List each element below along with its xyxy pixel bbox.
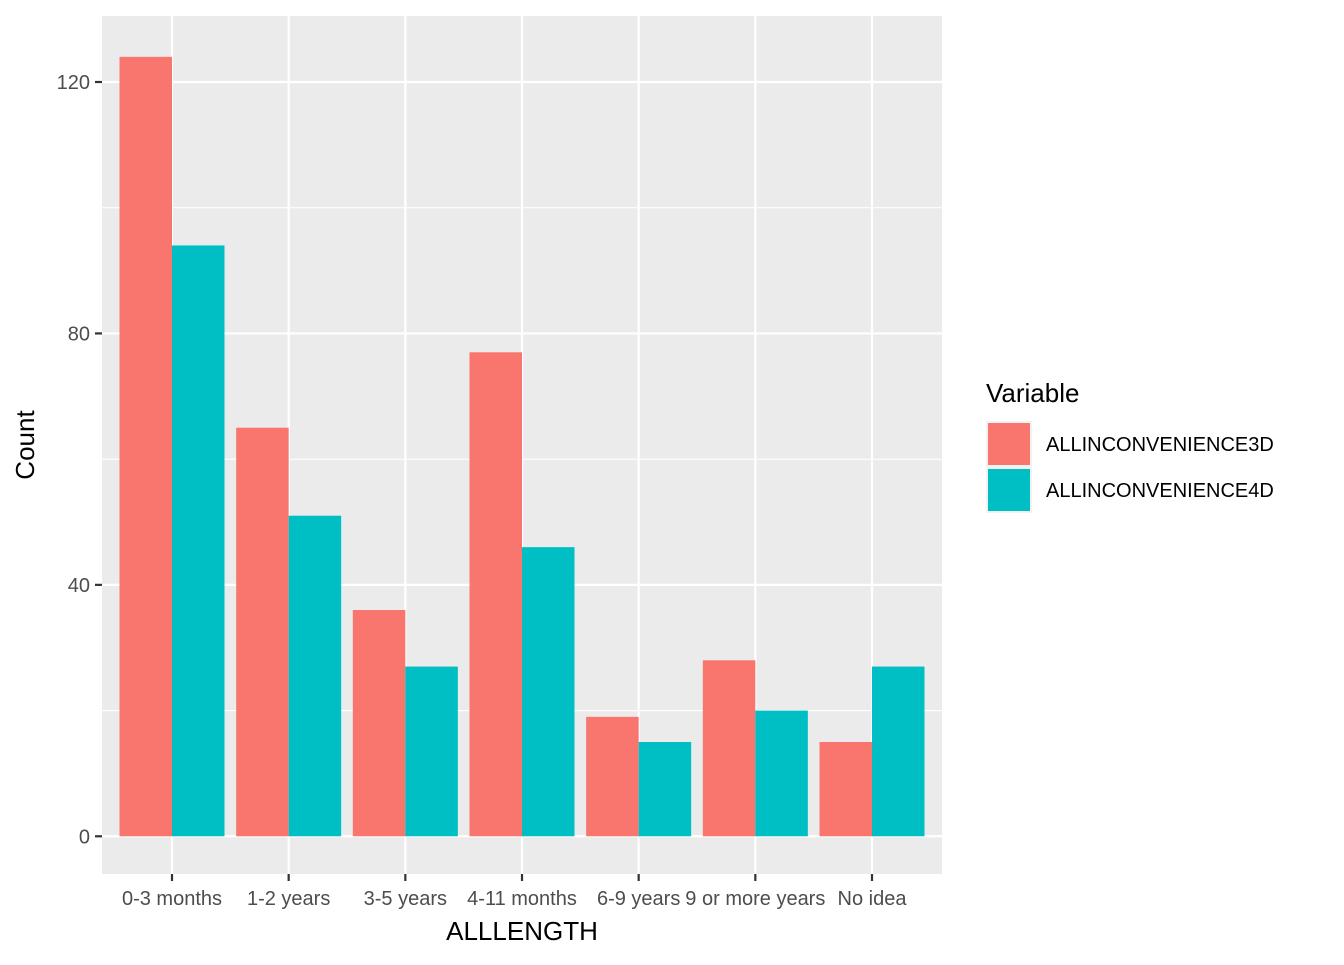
- legend-items: ALLINCONVENIENCE3D ALLINCONVENIENCE4D: [986, 421, 1274, 513]
- x-tick-label: 0-3 months: [122, 888, 222, 910]
- bar: [119, 56, 172, 837]
- x-tick-label: 3-5 years: [364, 888, 447, 910]
- x-tick-label: No idea: [838, 888, 908, 910]
- bar: [288, 515, 342, 837]
- bar: [702, 660, 756, 837]
- legend-swatch: [988, 423, 1030, 465]
- bar: [236, 427, 289, 837]
- x-tick-label: 9 or more years: [685, 888, 825, 910]
- y-tick-label: 40: [68, 575, 90, 597]
- axes: 0 40 80 120 0-3 months 1-2 years 3-5 years 4-11…: [57, 72, 908, 910]
- legend-swatch: [988, 469, 1030, 511]
- legend-label: ALLINCONVENIENCE4D: [1046, 480, 1274, 502]
- bar: [405, 666, 458, 837]
- x-tick-label: 1-2 years: [247, 888, 330, 910]
- y-tick-label: 0: [79, 826, 90, 848]
- bar: [469, 352, 522, 837]
- y-axis-title: Count: [10, 410, 40, 480]
- bar: [352, 610, 406, 837]
- x-axis-title: ALLLENGTH: [446, 916, 598, 946]
- y-tick-label: 80: [68, 323, 90, 345]
- x-tick-label: 4-11 months: [467, 888, 577, 910]
- legend-title: Variable: [986, 378, 1079, 408]
- bar: [522, 547, 575, 837]
- bar: [755, 710, 808, 837]
- legend: Variable ALLINCONVENIENCE3DALLINCONVENIE…: [986, 378, 1274, 513]
- bars: [119, 56, 925, 837]
- legend-label: ALLINCONVENIENCE3D: [1046, 434, 1274, 456]
- y-tick-label: 120: [57, 72, 90, 94]
- bar: [638, 742, 692, 837]
- bar: [872, 666, 925, 837]
- bar: [819, 742, 872, 837]
- bar: [172, 245, 225, 837]
- x-tick-label: 6-9 years: [597, 888, 680, 910]
- bar: [586, 716, 639, 837]
